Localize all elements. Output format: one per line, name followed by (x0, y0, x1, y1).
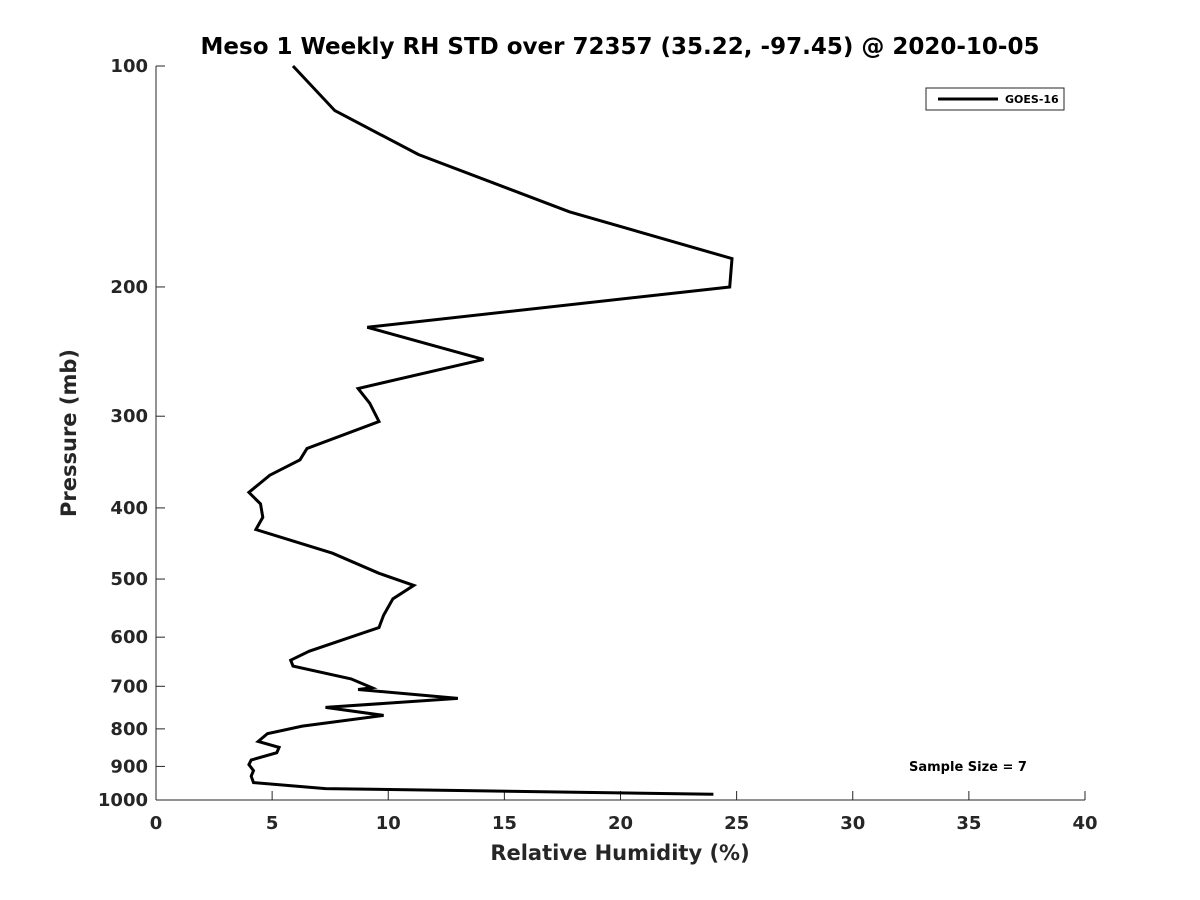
x-axis-label: Relative Humidity (%) (490, 841, 749, 865)
x-axis-ticks: 0 5 10 15 20 25 30 35 40 (150, 791, 1098, 834)
plot-axes (155, 66, 1085, 801)
y-tick-label: 900 (110, 756, 148, 777)
sample-size-annotation: Sample Size = 7 (909, 760, 1027, 775)
series-layer (246, 64, 734, 796)
series-line-goes-16 (246, 64, 734, 796)
legend-entry-goes-16: GOES-16 (1005, 93, 1059, 106)
x-tick-label: 0 (150, 813, 163, 834)
y-tick-label: 200 (110, 277, 148, 298)
x-tick-label: 35 (956, 813, 981, 834)
y-tick-label: 100 (110, 56, 148, 77)
x-tick-label: 15 (492, 813, 517, 834)
x-tick-label: 30 (840, 813, 865, 834)
y-tick-label: 600 (110, 627, 148, 648)
y-tick-label: 700 (110, 676, 148, 697)
y-tick-label: 800 (110, 719, 148, 740)
x-tick-label: 5 (266, 813, 279, 834)
x-tick-label: 40 (1072, 813, 1097, 834)
chart-title: Meso 1 Weekly RH STD over 72357 (35.22, … (201, 34, 1040, 60)
legend: GOES-16 (925, 87, 1065, 111)
x-tick-label: 25 (724, 813, 749, 834)
y-tick-label: 400 (110, 498, 148, 519)
y-tick-label: 500 (110, 569, 148, 590)
x-tick-label: 20 (608, 813, 633, 834)
x-tick-label: 10 (376, 813, 401, 834)
y-axis-ticks: 100 200 300 400 500 600 700 800 900 1000 (98, 56, 165, 811)
y-tick-label: 1000 (98, 790, 148, 811)
y-axis-label: Pressure (mb) (57, 349, 81, 517)
y-tick-label: 300 (110, 406, 148, 427)
